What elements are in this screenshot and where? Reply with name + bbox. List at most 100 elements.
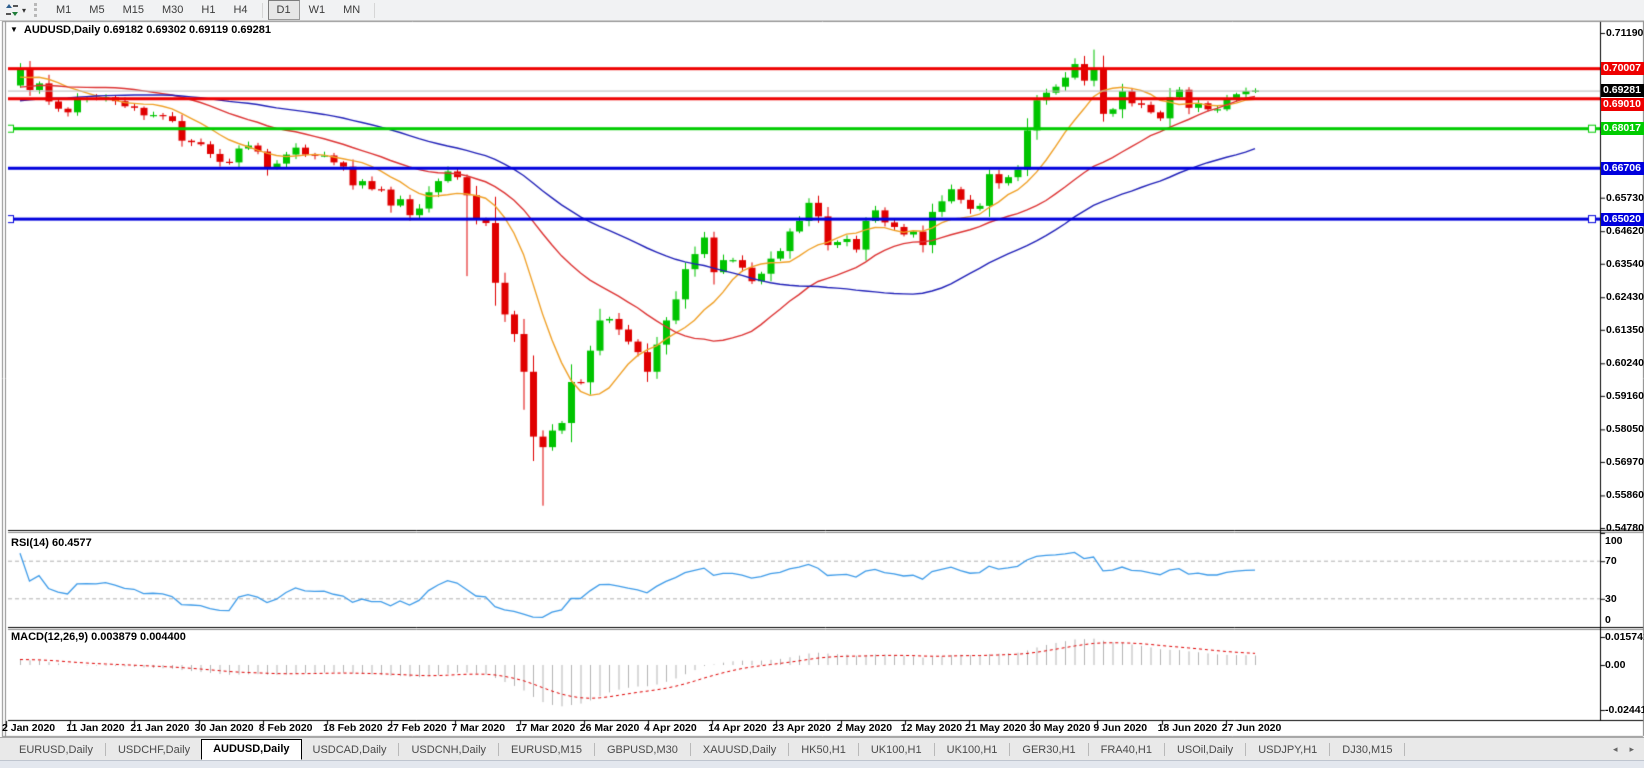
rsi-label: RSI(14) 60.4577 [11, 537, 92, 549]
date-axis-label: 12 May 2020 [900, 722, 963, 734]
price-axis-tick: 0.55860 [1606, 489, 1644, 502]
status-bar [0, 760, 1644, 768]
date-axis-label: 26 Mar 2020 [579, 722, 640, 734]
price-tag-068017: 0.68017 [1601, 122, 1644, 136]
chart-tab-bar: EURUSD,Daily USDCHF,Daily AUDUSD,Daily USDC… [0, 737, 1644, 761]
date-axis-label: 18 Feb 2020 [323, 722, 383, 734]
price-axis-tick: 0.65730 [1606, 191, 1644, 204]
period-button-m1[interactable]: M1 [56, 4, 72, 16]
rsi-axis-tick: 30 [1605, 592, 1617, 605]
chart-title-text: AUDUSD,Daily 0.69182 0.69302 0.69119 0.6… [23, 24, 271, 36]
date-axis-label: 14 Apr 2020 [708, 722, 767, 734]
tab-items: EURUSD,Daily USDCHF,Daily AUDUSD,Daily USDC… [8, 738, 1406, 760]
macd-label: MACD(12,26,9) 0.003879 0.004400 [11, 631, 186, 643]
tab-separator [1329, 743, 1331, 756]
price-axis-tick: 0.62430 [1606, 291, 1644, 304]
date-axis-label: 23 Apr 2020 [772, 722, 831, 734]
price-axis-tick: 0.58050 [1606, 423, 1644, 436]
tab-fra40-h1[interactable]: FRA40,H1 [1100, 743, 1152, 756]
chart-title: ▼ AUDUSD,Daily 0.69182 0.69302 0.69119 0.… [10, 24, 271, 36]
tab-separator [1245, 743, 1247, 756]
tab-gbpusd-m30[interactable]: GBPUSD,M30 [606, 743, 678, 756]
tab-usdchf-daily[interactable]: USDCHF,Daily [117, 743, 191, 756]
period-button-m15[interactable]: M15 [122, 4, 144, 16]
date-axis-label: 9 Jun 2020 [1093, 722, 1148, 734]
period-button-w1[interactable]: W1 [308, 4, 326, 16]
tab-scroll-left-icon[interactable]: ◂ [1612, 744, 1618, 754]
tab-separator [788, 743, 790, 756]
date-axis-label: 7 Mar 2020 [451, 722, 506, 734]
tab-separator [1009, 743, 1011, 756]
date-axis-label: 4 Apr 2020 [644, 722, 697, 734]
date-axis-label: 8 Feb 2020 [258, 722, 313, 734]
tab-usdcnh-daily[interactable]: USDCNH,Daily [411, 743, 487, 756]
date-axis-label: 21 Jan 2020 [130, 722, 190, 734]
period-button-h4[interactable]: H4 [233, 4, 248, 16]
tab-uk100-h1[interactable]: UK100,H1 [946, 743, 998, 756]
tab-separator [1163, 743, 1165, 756]
toolbar-separator [261, 2, 263, 18]
price-axis-tick: 0.54780 [1606, 522, 1644, 534]
rsi-axis-tick: 100 [1605, 535, 1623, 547]
tab-ger30-h1[interactable]: GER30,H1 [1022, 743, 1076, 756]
price-axis-tick: 0.59160 [1606, 389, 1644, 402]
tab-separator [689, 743, 691, 756]
period-button-mn[interactable]: MN [343, 4, 361, 16]
period-button-d1[interactable]: D1 [267, 0, 300, 20]
price-tag-070007: 0.70007 [1601, 62, 1644, 76]
date-axis-label: 30 May 2020 [1029, 722, 1091, 734]
date-axis-label: 2 Jan 2020 [2, 722, 56, 734]
date-axis-label: 27 Feb 2020 [387, 722, 447, 734]
tab-separator [933, 743, 935, 756]
period-button-h1[interactable]: H1 [201, 4, 216, 16]
tab-usdcad-daily[interactable]: USDCAD,Daily [312, 743, 387, 756]
tab-separator [857, 743, 859, 756]
price-axis-tick: 0.71190 [1606, 27, 1644, 39]
date-axis-label: 17 Mar 2020 [515, 722, 576, 734]
price-axis-tick: 0.63540 [1606, 257, 1644, 270]
date-axis-label: 18 Jun 2020 [1157, 722, 1218, 734]
date-axis-label: 11 Jan 2020 [66, 722, 125, 734]
toolbar-dropdown-caret[interactable]: ▾ [22, 5, 27, 15]
price-axis-tick: 0.61350 [1606, 323, 1644, 336]
tab-separator [104, 743, 106, 756]
tab-usoil-daily[interactable]: USOil,Daily [1176, 743, 1234, 756]
tab-separator [1404, 743, 1406, 756]
tab-dj30-m15[interactable]: DJ30,M15 [1342, 743, 1393, 756]
macd-axis-tick: 0.00 [1605, 659, 1626, 671]
tab-separator [593, 743, 595, 756]
rsi-axis-tick: 70 [1605, 555, 1617, 568]
tab-separator [398, 743, 400, 756]
tab-separator [1087, 743, 1089, 756]
date-axis-label: 30 Jan 2020 [194, 722, 254, 734]
tab-scroll-right-icon[interactable]: ▸ [1629, 744, 1634, 754]
price-tag-069281: 0.69281 [1601, 84, 1644, 98]
date-axis-label: 21 May 2020 [965, 722, 1027, 734]
price-axis-tick: 0.64620 [1606, 225, 1644, 238]
tab-hk50-h1[interactable]: HK50,H1 [801, 743, 846, 756]
tab-eurusd-m15[interactable]: EURUSD,M15 [511, 743, 582, 756]
period-button-m30[interactable]: M30 [161, 4, 184, 16]
toolbar-separator [374, 2, 376, 18]
timeframes-icon[interactable] [3, 2, 21, 18]
price-tag-069010: 0.69010 [1601, 98, 1644, 112]
tab-uk100-h1[interactable]: UK100,H1 [870, 743, 922, 756]
tab-xauusd-daily[interactable]: XAUUSD,Daily [702, 743, 777, 756]
tab-audusd-daily[interactable]: AUDUSD,Daily [201, 738, 302, 760]
tab-usdjpy-h1[interactable]: USDJPY,H1 [1258, 743, 1318, 756]
period-button-m5[interactable]: M5 [89, 4, 105, 16]
toolbar-grip[interactable] [34, 3, 41, 17]
price-axis-tick: 0.56970 [1606, 455, 1644, 468]
rsi-axis-tick: 0 [1605, 614, 1611, 626]
period-button-group: M1 M5 M15 M30 H1 H4 D1 W1 MN [47, 0, 380, 20]
macd-axis-tick: 0.015741 [1605, 631, 1644, 643]
tab-eurusd-daily[interactable]: EURUSD,Daily [19, 743, 93, 756]
date-axis-label: 2 May 2020 [836, 722, 893, 734]
chart-collapse-icon[interactable]: ▼ [10, 25, 18, 34]
price-tag-066706: 0.66706 [1601, 161, 1644, 175]
price-tag-065020: 0.65020 [1601, 212, 1644, 226]
price-axis-tick: 0.60240 [1606, 357, 1644, 370]
